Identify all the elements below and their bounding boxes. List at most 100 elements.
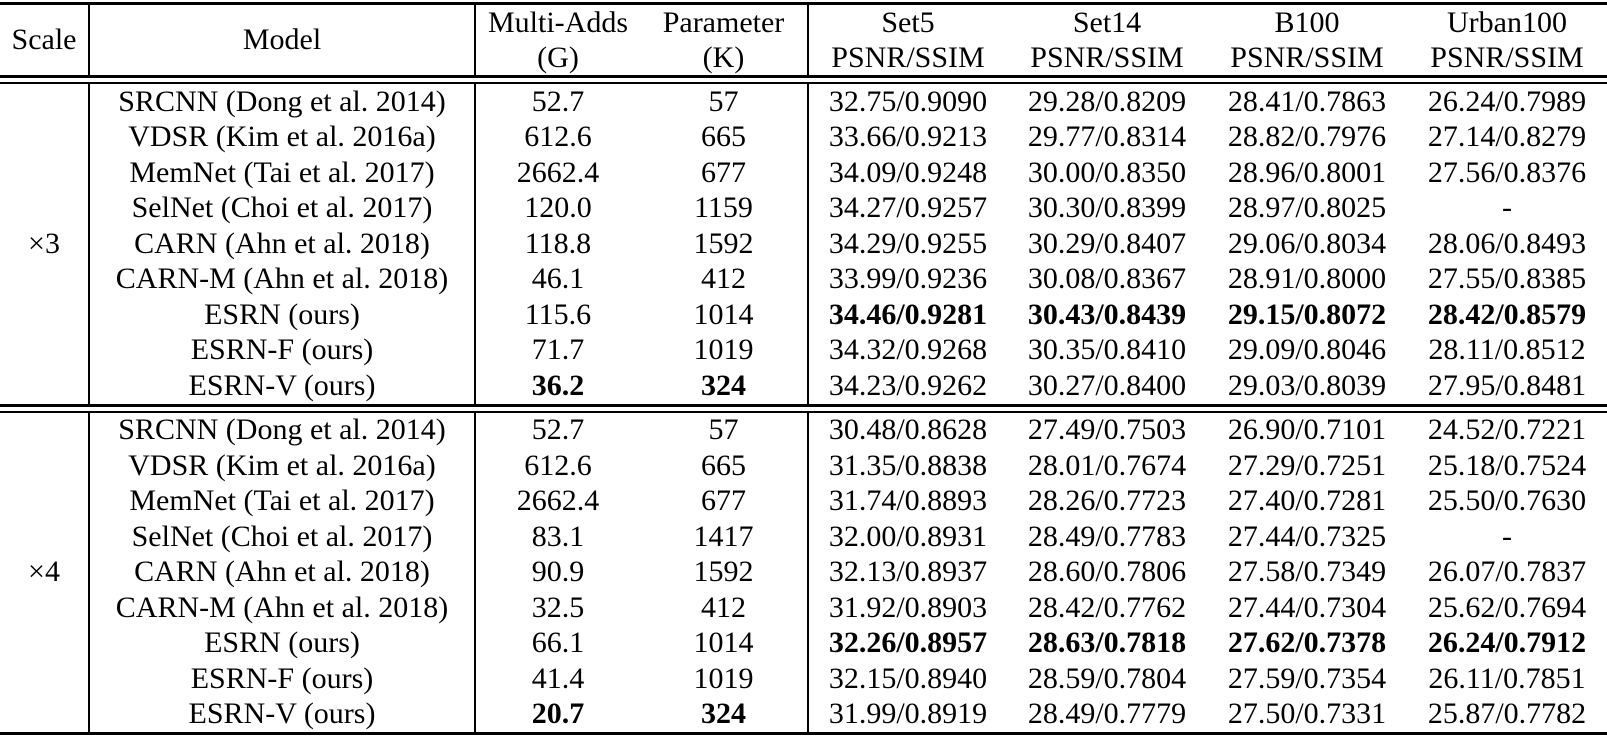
parameter-cell: 1592 [693,226,754,260]
scale-label-x3: ×3 [28,226,60,260]
header-b100: B100 [1274,6,1340,39]
multi-adds-cell: 32.5 [531,590,585,624]
model-name-cell: MemNet (Tai et al. 2017) [88,483,476,519]
urban100-psnr-ssim-cell: 27.55/0.8385 [1427,262,1587,296]
header-set5: Set5 [807,5,1007,41]
urban100-psnr-ssim-cell: 28.06/0.8493 [1427,226,1587,260]
urban100-psnr-ssim-cell: 26.11/0.7851 [1428,661,1586,695]
top-rule [0,2,1607,5]
set5-psnr-ssim-cell: 33.99/0.9236 [807,261,1007,297]
multi-adds-cell: 36.2 [531,368,585,402]
set14-psnr-ssim-cell: 30.30/0.8399 [1027,191,1187,225]
set5-psnr-ssim-cell: 32.26/0.8957 [807,625,1007,661]
multi-adds-cell: 120.0 [524,191,592,225]
set5-psnr-ssim-cell: 33.66/0.9213 [807,119,1007,155]
urban100-psnr-ssim-cell: 28.11/0.8512 [1428,333,1586,367]
model-name-cell: ESRN-F (ours) [88,332,476,368]
bottom-rule [0,732,1607,735]
b100-psnr-ssim-cell: 28.97/0.8025 [1227,191,1387,225]
set5-psnr-ssim-cell: 34.09/0.9248 [807,155,1007,191]
set5-psnr-ssim-cell: 34.46/0.9281 [807,297,1007,333]
urban100-psnr-ssim-cell: 26.07/0.7837 [1427,555,1587,589]
parameter-cell: 412 [701,590,746,624]
header-multi-adds-unit: (G) [537,41,579,74]
b100-psnr-ssim-cell: 27.58/0.7349 [1227,555,1387,589]
set14-psnr-ssim-cell: 28.59/0.7804 [1027,661,1187,695]
header-scale: Scale [11,23,77,56]
parameter-cell: 1592 [693,555,754,589]
b100-psnr-ssim-cell: 28.91/0.8000 [1227,262,1387,296]
parameter-cell: 1019 [693,333,754,367]
set14-psnr-ssim-cell: 30.27/0.8400 [1027,368,1187,402]
header-parameter: Parameter [662,6,785,39]
multi-adds-cell: 71.7 [531,333,585,367]
header-b100-metric: PSNR/SSIM [1230,41,1384,74]
header-separator-rule [0,75,1607,84]
multi-adds-cell: 612.6 [524,120,592,154]
model-name-cell: ESRN (ours) [88,625,476,661]
urban100-psnr-ssim-cell: 25.62/0.7694 [1427,590,1587,624]
urban100-psnr-ssim-cell: 25.18/0.7524 [1427,448,1587,482]
urban100-psnr-ssim-cell: 26.24/0.7912 [1427,626,1587,660]
b100-psnr-ssim-cell: 29.15/0.8072 [1227,297,1387,331]
set5-psnr-ssim-cell: 31.35/0.8838 [807,448,1007,484]
model-name-cell: ESRN (ours) [88,297,476,333]
multi-adds-cell: 41.4 [531,661,585,695]
header-set14-metric: PSNR/SSIM [1030,41,1184,74]
set14-psnr-ssim-cell: 28.49/0.7783 [1027,519,1187,553]
set5-psnr-ssim-cell: 34.29/0.9255 [807,226,1007,262]
set5-psnr-ssim-cell: 32.15/0.8940 [807,661,1007,697]
urban100-psnr-ssim-cell: 25.87/0.7782 [1427,697,1587,731]
parameter-cell: 57 [708,413,739,447]
scale-label-x4: ×4 [28,555,60,589]
b100-psnr-ssim-cell: 27.40/0.7281 [1227,484,1387,518]
parameter-cell: 324 [701,368,746,402]
parameter-cell: 677 [701,155,746,189]
model-name-cell: SRCNN (Dong et al. 2014) [88,412,476,448]
urban100-psnr-ssim-cell: 25.50/0.7630 [1427,484,1587,518]
model-name-cell: CARN-M (Ahn et al. 2018) [88,590,476,626]
model-name-cell: CARN (Ahn et al. 2018) [88,554,476,590]
urban100-psnr-ssim-cell: 28.42/0.8579 [1427,297,1587,331]
set14-psnr-ssim-cell: 27.49/0.7503 [1027,413,1187,447]
scale-x4-section: ×4 SRCNN (Dong et al. 2014) 52.7 57 30.4… [0,412,1607,732]
b100-psnr-ssim-cell: 27.62/0.7378 [1227,626,1387,660]
set14-psnr-ssim-cell: 29.28/0.8209 [1027,84,1187,118]
urban100-psnr-ssim-cell: - [1502,191,1512,225]
set5-psnr-ssim-cell: 34.27/0.9257 [807,190,1007,226]
model-name-cell: CARN (Ahn et al. 2018) [88,226,476,262]
header-parameter-unit: (K) [702,41,745,74]
multi-adds-cell: 46.1 [531,262,585,296]
multi-adds-cell: 118.8 [524,226,592,260]
model-name-cell: MemNet (Tai et al. 2017) [88,155,476,191]
header-set5-metric: PSNR/SSIM [807,41,1007,75]
header-urban100-metric: PSNR/SSIM [1430,41,1584,74]
set14-psnr-ssim-cell: 30.08/0.8367 [1027,262,1187,296]
multi-adds-cell: 66.1 [531,626,585,660]
model-name-cell: VDSR (Kim et al. 2016a) [88,448,476,484]
set5-psnr-ssim-cell: 34.23/0.9262 [807,368,1007,404]
urban100-psnr-ssim-cell: - [1502,519,1512,553]
table-header: Scale Model Multi-Adds Parameter Set5 Se… [0,5,1607,75]
parameter-cell: 412 [701,262,746,296]
multi-adds-cell: 2662.4 [516,484,600,518]
model-name-cell: CARN-M (Ahn et al. 2018) [88,261,476,297]
b100-psnr-ssim-cell: 29.03/0.8039 [1227,368,1387,402]
model-name-cell: VDSR (Kim et al. 2016a) [88,119,476,155]
urban100-psnr-ssim-cell: 24.52/0.7221 [1427,413,1587,447]
b100-psnr-ssim-cell: 28.82/0.7976 [1227,120,1387,154]
set14-psnr-ssim-cell: 28.63/0.7818 [1027,626,1187,660]
set5-psnr-ssim-cell: 32.13/0.8937 [807,554,1007,590]
parameter-cell: 1014 [693,626,754,660]
parameter-cell: 1019 [693,661,754,695]
set14-psnr-ssim-cell: 28.60/0.7806 [1027,555,1187,589]
set14-psnr-ssim-cell: 28.01/0.7674 [1027,448,1187,482]
header-model: Model [88,5,476,75]
set5-psnr-ssim-cell: 31.92/0.8903 [807,590,1007,626]
parameter-cell: 665 [701,448,746,482]
urban100-psnr-ssim-cell: 27.14/0.8279 [1427,120,1587,154]
model-name-cell: SRCNN (Dong et al. 2014) [88,84,476,120]
set14-psnr-ssim-cell: 30.43/0.8439 [1027,297,1187,331]
b100-psnr-ssim-cell: 29.06/0.8034 [1227,226,1387,260]
